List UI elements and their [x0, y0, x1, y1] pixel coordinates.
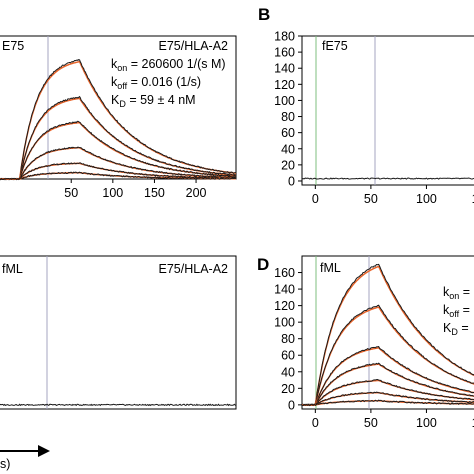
panel-d-measured-curve: [301, 263, 474, 407]
panel-b-y-tick-label: 20: [281, 158, 295, 172]
panel-d-y-tick-label: 100: [274, 316, 295, 330]
panel-d-measured-curve: [301, 346, 474, 407]
panel-d-y-tick-label: 120: [274, 299, 295, 313]
panel-d-measured-curve: [301, 391, 474, 406]
panel-a-x-tick-label: 200: [186, 186, 207, 200]
panel-d-y-tick-label: 40: [281, 365, 295, 379]
panel-d: D 0 20 40 60 80 100 120 140 160 0 50 100 150 fML ko…: [257, 255, 474, 430]
panel-d-plot-frame: [301, 255, 474, 410]
panel-d-analyte-label: fML: [320, 261, 341, 275]
panel-d-y-tick-label: 140: [274, 283, 295, 297]
panel-a-measured-curve: [0, 95, 237, 181]
panel-b-x-tick-label: 0: [312, 192, 319, 206]
panel-d-label: D: [257, 255, 269, 274]
panel-d-x-tick-label: 0: [312, 416, 319, 430]
panel-b-y-tick-label: 40: [281, 142, 295, 156]
panel-b-x-tick-label: 150: [472, 192, 474, 206]
panel-a-analyte-label: E75: [2, 39, 24, 53]
panel-a: 50 100 150 200 E75 E75/HLA-A2 kon = 260600 …: [0, 35, 237, 200]
panel-b-x-tick-label: 100: [416, 192, 437, 206]
panel-a-measured-curve: [0, 120, 237, 181]
panel-a-plot-frame: [0, 35, 237, 180]
panel-b-label: B: [258, 5, 270, 24]
panel-a-curves: [0, 59, 237, 181]
panel-a-measured-curve: [0, 171, 237, 181]
panel-b-y-tick-label: 180: [274, 30, 295, 44]
panel-d-y-tick-label: 0: [288, 398, 295, 412]
panel-b-y-tick-label: 100: [274, 94, 295, 108]
panel-d-measured-curve: [301, 362, 474, 407]
panel-c-curves: [0, 403, 237, 407]
panel-a-measured-curve: [0, 162, 237, 181]
time-unit-label: s): [0, 457, 10, 471]
panel-d-x-tick-label: 50: [364, 416, 378, 430]
panel-b-plot-frame: [301, 35, 474, 186]
panel-c: fML E75/HLA-A2: [0, 255, 237, 410]
panel-a-measured-curve: [0, 59, 236, 181]
panel-b-y-tick-label: 80: [281, 110, 295, 124]
panel-a-x-ticks: 50 100 150 200: [64, 179, 207, 200]
panel-a-kd: KD = 59 ± 4 nM: [111, 93, 196, 109]
panel-c-plot-frame: [0, 255, 237, 410]
panel-d-kd: KD =: [443, 321, 469, 337]
panel-d-measured-curve: [302, 399, 474, 407]
panel-b-curves: [301, 177, 474, 180]
panel-d-kon: kon =: [443, 285, 470, 301]
time-arrow-head: [38, 445, 50, 457]
panel-b-x-ticks: 0 50 100 150: [312, 185, 474, 206]
panel-d-y-tick-label: 20: [281, 382, 295, 396]
panel-d-x-ticks: 0 50 100 150: [312, 409, 474, 430]
panel-a-kon: kon = 260600 1/(s M): [111, 57, 226, 73]
panel-d-y-tick-label: 160: [274, 266, 295, 280]
panel-d-measured-curve: [301, 304, 474, 406]
panel-d-y-ticks: 0 20 40 60 80 100 120 140 160: [274, 266, 302, 412]
panel-a-measured-curve: [0, 146, 237, 181]
panel-d-curves: [301, 263, 474, 407]
panel-d-y-tick-label: 80: [281, 332, 295, 346]
panel-b-y-tick-label: 120: [274, 78, 295, 92]
panel-d-y-tick-label: 60: [281, 349, 295, 363]
panel-b-y-tick-label: 60: [281, 126, 295, 140]
panel-a-koff: koff = 0.016 (1/s): [111, 75, 201, 91]
panel-b-x-tick-label: 50: [364, 192, 378, 206]
panel-d-x-tick-label: 100: [416, 416, 437, 430]
panel-b-measured-curve: [301, 177, 474, 180]
panel-b-y-tick-label: 160: [274, 46, 295, 60]
panel-c-analyte-label: fML: [2, 262, 23, 276]
panel-a-complex-label: E75/HLA-A2: [159, 39, 229, 53]
panel-d-koff: koff =: [443, 303, 470, 319]
time-axis-arrow: s): [0, 445, 50, 471]
panel-b-y-tick-label: 0: [288, 174, 295, 188]
panel-a-x-tick-label: 50: [64, 186, 78, 200]
panel-c-complex-label: E75/HLA-A2: [159, 262, 229, 276]
panel-a-x-tick-label: 100: [102, 186, 123, 200]
panel-b-y-ticks: 0 20 40 60 80 100 120 140 160 180: [274, 30, 302, 188]
panel-b-y-tick-label: 140: [274, 62, 295, 76]
panel-b: B 0 20 40 60 80 100 120 140 160 180 0 50 100 150 fE7…: [258, 5, 474, 206]
panel-d-measured-curve: [301, 378, 474, 406]
panel-a-x-tick-label: 150: [144, 186, 165, 200]
panel-d-x-tick-label: 150: [472, 416, 474, 430]
panel-c-measured-curve: [0, 403, 237, 407]
panel-b-analyte-label: fE75: [322, 39, 348, 53]
